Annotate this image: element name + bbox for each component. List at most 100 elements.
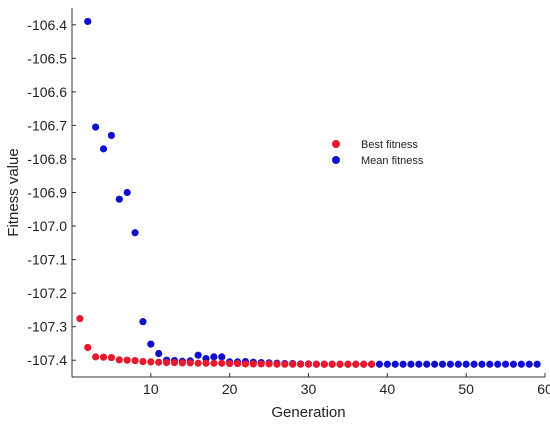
y-tick-label: -107.2 bbox=[27, 285, 67, 301]
data-point bbox=[265, 360, 273, 368]
data-point bbox=[352, 360, 360, 368]
data-point bbox=[226, 359, 234, 368]
y-tick-label: -107.0 bbox=[27, 218, 67, 234]
data-point bbox=[194, 351, 202, 359]
x-axis-title: Generation bbox=[271, 404, 345, 421]
data-point bbox=[218, 359, 226, 367]
data-point bbox=[289, 360, 297, 368]
data-point bbox=[163, 358, 171, 367]
data-point bbox=[131, 229, 139, 237]
data-point bbox=[257, 360, 265, 368]
y-tick-label: -106.6 bbox=[27, 84, 67, 100]
data-point bbox=[320, 360, 328, 368]
legend: Best fitness Mean fitness bbox=[332, 139, 424, 167]
y-tick-label: -106.5 bbox=[27, 50, 67, 66]
data-point bbox=[438, 360, 447, 368]
y-tick-label: -107.4 bbox=[27, 352, 67, 368]
legend-label-best-fitness: Best fitness bbox=[361, 139, 418, 151]
data-point bbox=[501, 360, 510, 368]
data-point bbox=[304, 360, 313, 368]
data-point bbox=[92, 123, 100, 131]
data-point bbox=[281, 360, 289, 368]
x-tick-label: 50 bbox=[458, 381, 474, 397]
y-tick-label: -106.4 bbox=[27, 17, 67, 33]
data-point bbox=[92, 353, 100, 361]
data-point bbox=[241, 360, 250, 368]
legend-label-mean-fitness: Mean fitness bbox=[361, 155, 424, 167]
data-point bbox=[336, 360, 344, 368]
data-point bbox=[155, 358, 163, 366]
data-point bbox=[446, 360, 454, 368]
data-point bbox=[399, 360, 407, 368]
data-point bbox=[210, 353, 218, 361]
data-point bbox=[84, 17, 92, 26]
data-point bbox=[84, 343, 92, 352]
data-point bbox=[131, 356, 139, 365]
data-point bbox=[478, 360, 486, 368]
legend-marker-best-fitness bbox=[332, 140, 340, 148]
data-point bbox=[509, 360, 518, 368]
data-point bbox=[525, 360, 533, 368]
data-point bbox=[375, 360, 384, 368]
data-point bbox=[155, 349, 163, 358]
x-tick-label: 40 bbox=[380, 381, 396, 397]
data-point bbox=[273, 360, 281, 368]
data-point bbox=[194, 359, 202, 367]
data-point bbox=[202, 359, 210, 367]
data-point bbox=[415, 360, 423, 368]
data-point bbox=[517, 360, 525, 368]
y-tick-label: -106.7 bbox=[27, 117, 67, 133]
data-point bbox=[249, 360, 257, 368]
y-axis: -106.4 -106.5 -106.6 -106.7 -106.8 -106.9 -107… bbox=[27, 17, 76, 368]
data-point bbox=[115, 356, 123, 364]
data-point bbox=[423, 360, 431, 368]
data-point bbox=[186, 359, 194, 367]
data-point bbox=[139, 318, 147, 326]
data-point bbox=[454, 360, 462, 368]
data-point bbox=[494, 360, 502, 368]
y-tick-label: -106.8 bbox=[27, 151, 67, 167]
data-point bbox=[218, 353, 226, 361]
data-point bbox=[533, 360, 541, 368]
data-point bbox=[147, 340, 155, 348]
data-point bbox=[344, 360, 352, 368]
x-tick-label: 60 bbox=[537, 381, 550, 397]
plot-area bbox=[76, 17, 541, 368]
data-point bbox=[107, 353, 116, 362]
data-point bbox=[312, 360, 320, 368]
data-point bbox=[178, 359, 186, 367]
data-point bbox=[391, 360, 399, 368]
data-point bbox=[360, 360, 368, 368]
x-tick-label: 20 bbox=[222, 381, 238, 397]
data-point bbox=[383, 360, 391, 368]
x-tick-label: 10 bbox=[143, 381, 159, 397]
data-point bbox=[210, 359, 218, 367]
data-point bbox=[76, 315, 84, 323]
x-axis: 10 20 30 40 50 60 bbox=[143, 373, 550, 397]
data-point bbox=[99, 145, 108, 153]
data-point bbox=[99, 353, 108, 361]
data-point bbox=[486, 360, 494, 368]
series-mean-fitness bbox=[84, 17, 541, 368]
data-point bbox=[470, 360, 478, 368]
y-tick-label: -106.9 bbox=[27, 185, 67, 201]
legend-marker-mean-fitness bbox=[332, 156, 340, 164]
x-tick-label: 30 bbox=[301, 381, 317, 397]
data-point bbox=[462, 360, 470, 368]
data-point bbox=[367, 360, 376, 368]
data-point bbox=[407, 360, 415, 368]
data-point bbox=[297, 360, 305, 368]
data-point bbox=[123, 356, 131, 364]
data-point bbox=[115, 195, 123, 203]
data-point bbox=[123, 188, 131, 197]
series-best-fitness bbox=[76, 315, 376, 368]
data-point bbox=[107, 131, 116, 140]
data-point bbox=[147, 358, 155, 366]
data-point bbox=[170, 358, 179, 367]
data-point bbox=[139, 357, 147, 366]
y-axis-title: Fitness value bbox=[5, 148, 22, 236]
data-point bbox=[431, 360, 439, 368]
data-point bbox=[328, 360, 336, 368]
data-point bbox=[233, 359, 242, 368]
